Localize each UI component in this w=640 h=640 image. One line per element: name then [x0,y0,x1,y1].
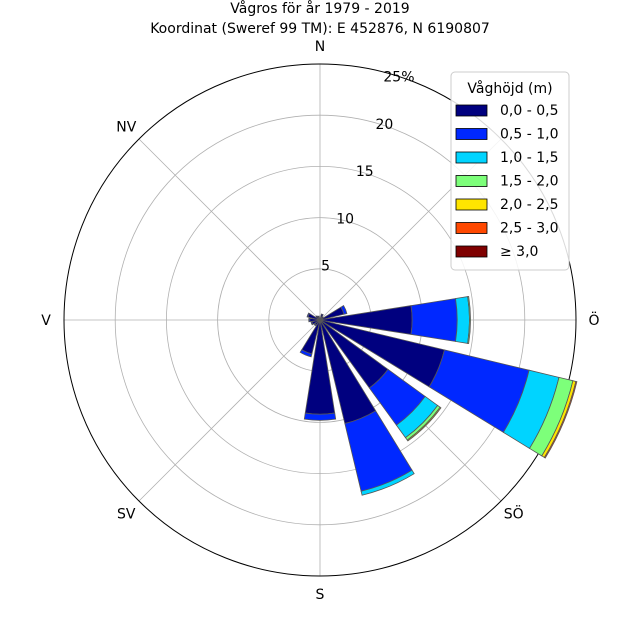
rose-bar-202.5-bin-1 [299,349,313,358]
legend-label: 2,0 - 2,5 [500,197,558,213]
rose-bar-90-bin-1 [410,298,458,342]
legend-label: 1,0 - 1,5 [500,150,558,166]
legend-entries: 0,0 - 0,5 0,5 - 1,0 1,0 - 1,5 1,5 - 2,0 2,0 … [455,103,558,260]
radial-tick-label: 15 [356,164,374,180]
rose-bars [299,295,578,496]
rose-bar-90-bin-2 [455,296,470,344]
radial-tick-label: 20 [375,117,393,133]
direction-label: N [315,39,325,55]
legend-label: 2,5 - 3,0 [500,221,558,237]
angular-gridline [138,319,321,502]
rose-bar-135-bin-4 [406,406,442,442]
radial-tick-label: 5 [321,259,330,275]
rose-bar-270-bin-1 [308,317,311,323]
legend-swatch [455,104,488,117]
radial-tick-label: 10 [336,211,354,227]
legend-label: 0,5 - 1,0 [500,127,558,143]
polar-grid [63,63,577,577]
legend-swatch [455,245,488,258]
rose-bar-337.5-bin-0 [317,315,321,321]
legend-swatch [455,198,488,211]
legend-title: Våghöjd (m) [467,80,552,97]
legend-label: ≥ 3,0 [500,244,538,260]
legend-swatch [455,151,488,164]
legend-swatch [455,222,488,234]
angular-gridline [138,138,321,321]
legend-swatch [455,128,488,140]
rose-bar-247.5-bin-1 [310,321,314,326]
legend-label: 0,0 - 0,5 [500,103,558,119]
direction-label: NV [116,119,136,135]
legend-swatch [455,175,488,187]
chart-title: Vågros för år 1979 - 2019 [230,0,409,17]
polar-labels: 5 10 15 20 25% N Ö SÖ S SV V NV [41,39,599,603]
rose-bar-112.5-bin-5 [543,380,578,459]
direction-label: S [316,587,325,603]
rose-bar-292.5-bin-1 [306,312,311,318]
rose-bar-180-bin-1 [303,412,337,421]
direction-label: SV [117,507,136,523]
outer-circle [63,63,577,577]
legend-frame [450,71,570,271]
direction-label: V [41,313,51,329]
direction-label: Ö [588,311,599,329]
legend-label: 1,5 - 2,0 [500,174,558,190]
legend: Våghöjd (m) 0,0 - 0,5 0,5 - 1,0 1,0 - 1,5 1… [450,71,570,271]
rose-bar-90-bin-3 [467,295,471,345]
radial-max-label: 25% [383,69,414,85]
chart-subtitle: Koordinat (Sweref 99 TM): E 452876, N 61… [150,21,490,37]
rose-bar-225-bin-1 [313,323,317,327]
rose-bar-157.5-bin-2 [360,469,415,496]
direction-label: SÖ [504,505,524,523]
rose-bar-67.5-bin-1 [340,305,348,315]
